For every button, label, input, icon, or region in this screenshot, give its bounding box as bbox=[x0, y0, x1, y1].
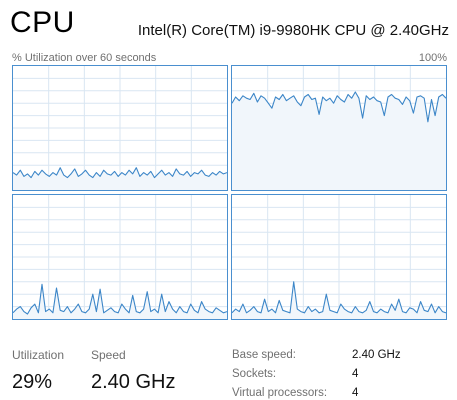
cpu-graph-svg bbox=[232, 195, 446, 319]
utilization-line bbox=[232, 91, 446, 123]
page-title: CPU bbox=[10, 6, 75, 39]
logical-processor-graph-1[interactable] bbox=[231, 65, 447, 191]
cpu-graph-svg bbox=[13, 195, 227, 319]
utilization-area bbox=[232, 92, 446, 190]
graph-max-label: 100% bbox=[418, 52, 447, 64]
sockets-key: Sockets: bbox=[232, 368, 277, 380]
logical-processor-graph-2[interactable] bbox=[12, 194, 228, 320]
logical-processor-graph-0[interactable] bbox=[12, 65, 228, 191]
utilization-line bbox=[232, 281, 446, 314]
graph-caption: % Utilization over 60 seconds bbox=[12, 52, 157, 64]
speed-label: Speed bbox=[91, 348, 126, 362]
utilization-area bbox=[232, 281, 446, 319]
virtual-processors-key: Virtual processors: bbox=[232, 387, 328, 399]
virtual-processors-value: 4 bbox=[352, 387, 359, 399]
utilization-value: 29% bbox=[12, 371, 53, 393]
utilization-label: Utilization bbox=[12, 348, 65, 362]
graph-grid bbox=[13, 66, 227, 190]
cpu-graphs-grid bbox=[12, 65, 447, 320]
graph-grid bbox=[13, 195, 227, 319]
utilization-line bbox=[13, 283, 227, 315]
logical-processor-graph-3[interactable] bbox=[231, 194, 447, 320]
base-speed-key: Base speed: bbox=[232, 349, 296, 361]
speed-value: 2.40 GHz bbox=[91, 371, 176, 393]
graph-grid bbox=[232, 195, 446, 319]
cpu-graph-svg bbox=[13, 66, 227, 190]
utilization-line bbox=[13, 167, 227, 179]
sockets-value: 4 bbox=[352, 368, 359, 380]
utilization-area bbox=[13, 167, 227, 190]
cpu-graph-svg bbox=[232, 66, 446, 190]
cpu-model-name: Intel(R) Core(TM) i9-9980HK CPU @ 2.40GH… bbox=[137, 22, 449, 39]
base-speed-value: 2.40 GHz bbox=[352, 349, 401, 361]
